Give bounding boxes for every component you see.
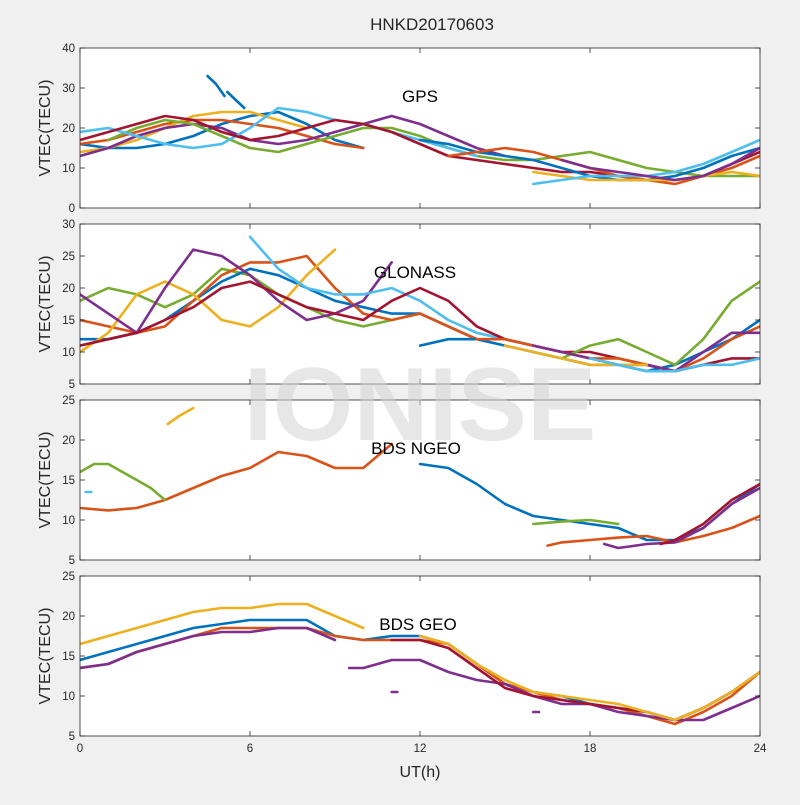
x-tick-label: 6	[247, 743, 253, 755]
plot-area	[80, 400, 760, 560]
series-line	[347, 658, 760, 722]
y-axis-label: VTEC(TECU)	[37, 80, 54, 177]
panel-label: GPS	[402, 87, 438, 106]
series-group	[80, 602, 760, 726]
y-tick-label: 5	[69, 379, 75, 391]
y-tick-label: 5	[69, 555, 75, 567]
y-tick-label: 30	[62, 83, 75, 95]
y-axis-label: VTEC(TECU)	[37, 608, 54, 705]
series-line	[560, 146, 760, 182]
y-tick-label: 0	[69, 203, 75, 215]
series-line	[166, 406, 195, 426]
series-line	[80, 254, 478, 341]
y-tick-label: 40	[62, 43, 75, 55]
panel-1: 5 10 15 20 25 30 VTEC(TECU) GLONASS	[37, 219, 761, 391]
y-tick-label: 5	[69, 731, 75, 743]
panel-0: 0 10 20 30 40 VTEC(TECU) GPS	[37, 43, 761, 215]
x-tick-label: 12	[414, 743, 427, 755]
panels: 0 10 20 30 40 VTEC(TECU) GPS 5 10 15 20 25 30 VTEC(TE…	[37, 43, 767, 755]
y-tick-label: 20	[62, 435, 75, 447]
panel-label: BDS NGEO	[371, 439, 461, 458]
panel-label: GLONASS	[374, 263, 456, 282]
series-line	[226, 90, 246, 110]
y-axis-label: VTEC(TECU)	[37, 256, 54, 353]
series-line	[206, 74, 226, 98]
y-tick-label: 25	[62, 395, 75, 407]
series-line	[80, 110, 365, 150]
y-tick-label: 10	[62, 691, 75, 703]
y-tick-label: 20	[62, 611, 75, 623]
panel-label: BDS GEO	[379, 615, 456, 634]
series-line	[602, 486, 760, 550]
panel-2: 5 10 15 20 25 VTEC(TECU) BDS NGEO	[37, 395, 761, 567]
y-tick-label: 25	[62, 251, 75, 263]
series-group	[80, 235, 760, 373]
y-tick-label: 30	[62, 219, 75, 231]
plot-area	[80, 48, 760, 208]
figure-title: HNKD20170603	[370, 15, 494, 34]
series-line	[532, 518, 620, 526]
series-line	[80, 602, 365, 646]
series-line	[418, 634, 760, 722]
series-line	[588, 357, 760, 373]
series-group	[80, 406, 760, 550]
y-tick-label: 10	[62, 347, 75, 359]
x-axis-label: UT(h)	[400, 764, 441, 781]
y-tick-label: 15	[62, 315, 75, 327]
x-tick-label: 24	[754, 743, 767, 755]
series-line	[80, 248, 393, 335]
y-tick-label: 20	[62, 283, 75, 295]
y-axis-label: VTEC(TECU)	[37, 432, 54, 529]
y-tick-label: 15	[62, 651, 75, 663]
y-tick-label: 20	[62, 123, 75, 135]
watermark: IONISE	[244, 347, 597, 463]
y-tick-label: 10	[62, 515, 75, 527]
y-tick-label: 10	[62, 163, 75, 175]
series-line	[80, 462, 167, 502]
series-line	[80, 106, 478, 158]
series-line	[659, 482, 760, 546]
x-tick-label: 0	[77, 743, 83, 755]
series-line	[80, 114, 507, 158]
series-line	[248, 235, 535, 347]
y-tick-label: 25	[62, 571, 75, 583]
x-tick-label: 18	[584, 743, 597, 755]
panel-3: 5 10 15 20 25 0 6 12 18 24 VTEC(TECU) BDS GEO	[37, 571, 767, 755]
y-tick-label: 15	[62, 475, 75, 487]
series-line	[546, 514, 760, 547]
plot-area	[80, 576, 760, 736]
series-line	[80, 248, 337, 354]
series-line	[80, 626, 337, 670]
series-line	[475, 325, 760, 373]
series-line	[532, 170, 760, 182]
series-line	[80, 442, 393, 512]
series-group	[80, 74, 760, 186]
